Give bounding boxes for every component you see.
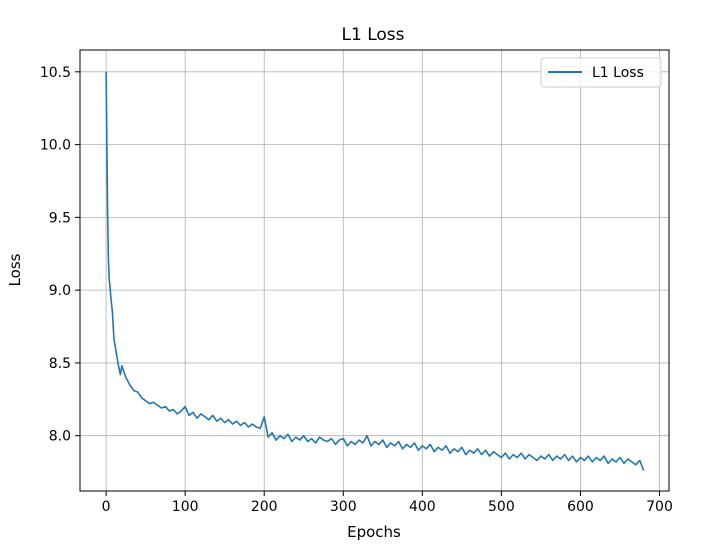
y-tick-label: 9.5 [49, 210, 71, 226]
y-tick-label: 10.0 [40, 138, 71, 154]
y-axis-label: Loss [6, 253, 24, 286]
x-axis-label: Epochs [347, 523, 401, 541]
legend-box [540, 57, 662, 88]
series-group [105, 71, 645, 471]
x-tick-label: 100 [172, 499, 199, 515]
series-line-0 [105, 71, 645, 471]
grid-lines [80, 50, 669, 491]
x-tick-label: 500 [488, 499, 515, 515]
x-tick-label: 400 [409, 499, 436, 515]
y-tick-label: 8.0 [49, 429, 71, 445]
legend-label: L1 Loss [592, 65, 644, 81]
x-tick-label: 700 [646, 499, 673, 515]
chart-title: L1 Loss [342, 25, 405, 45]
legend: L1 Loss [540, 57, 662, 88]
y-tick-label: 9.0 [49, 283, 71, 299]
y-tick-label: 8.5 [49, 356, 71, 372]
x-tick-label: 200 [251, 499, 278, 515]
axis-ticks: 0 100 200 300 400 500 600 700 8.0 8.5 9.0 9.5 10.0 10… [40, 65, 673, 515]
plot-frame [79, 49, 670, 492]
x-tick-label: 600 [567, 499, 594, 515]
y-tick-label: 10.5 [40, 65, 71, 81]
x-tick-label: 0 [102, 499, 111, 515]
x-tick-label: 300 [330, 499, 357, 515]
